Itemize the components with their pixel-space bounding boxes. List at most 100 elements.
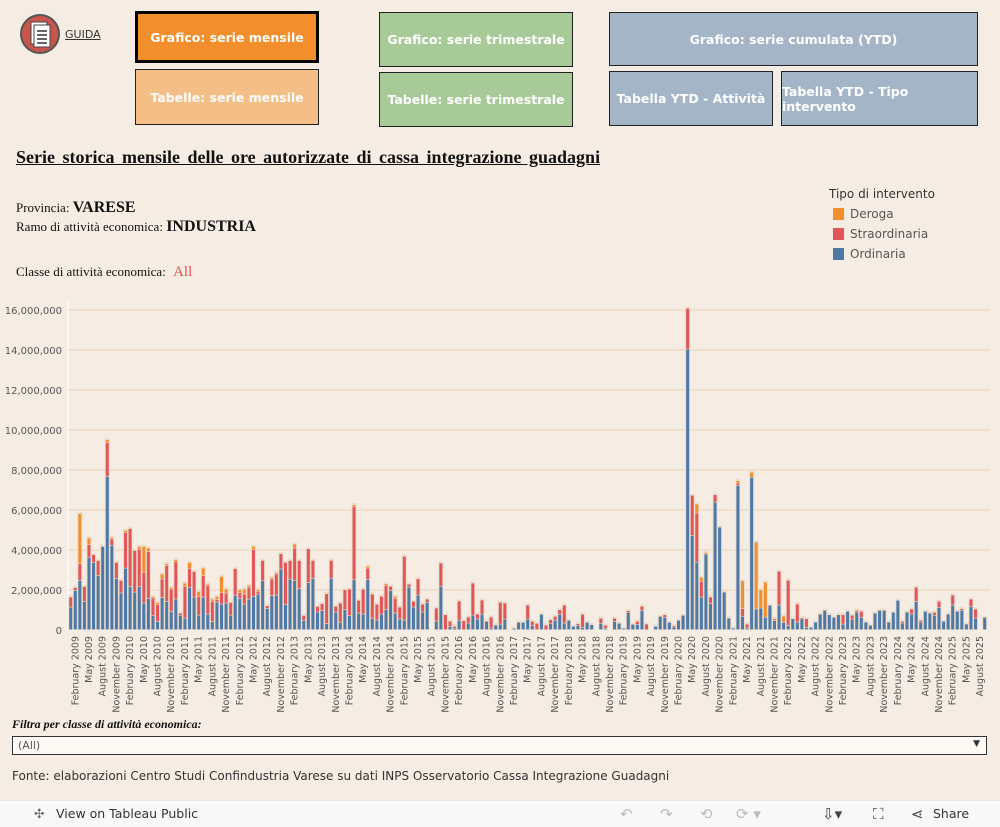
bar-segment-ordinaria xyxy=(626,612,630,630)
bar-segment-ordinaria xyxy=(252,596,255,630)
tabelle-serie-trimestrale-button[interactable]: Tabelle: serie trimestrale xyxy=(379,72,573,127)
bar-segment-ordinaria xyxy=(635,624,639,630)
x-tick-label: May 2011 xyxy=(194,636,205,683)
y-tick-label: 16,000,000 xyxy=(5,306,62,317)
x-tick-label: November 2021 xyxy=(769,636,780,713)
refresh-icon[interactable]: ⟳ ▾ xyxy=(736,805,761,823)
grafico-serie-mensile-button[interactable]: Grafico: serie mensile xyxy=(135,11,319,63)
bar-segment-ordinaria xyxy=(233,595,237,630)
bar-segment-ordinaria xyxy=(969,606,973,630)
bar-segment-ordinaria xyxy=(439,586,443,630)
undo-icon[interactable]: ↶ xyxy=(620,805,633,823)
bar-segment-deroga xyxy=(110,537,114,539)
bar-segment-straordinaria xyxy=(124,532,128,568)
bar-segment-straordinaria xyxy=(137,549,141,587)
bar-segment-straordinaria xyxy=(859,611,863,617)
bar-segment-ordinaria xyxy=(663,617,667,630)
legend-swatch xyxy=(833,248,844,260)
x-tick-label: November 2011 xyxy=(221,636,232,713)
grafico-serie-cumulata-button[interactable]: Grafico: serie cumulata (YTD) xyxy=(609,12,978,66)
bar-segment-straordinaria xyxy=(613,618,617,621)
bar-segment-ordinaria xyxy=(210,621,214,630)
bar-halo xyxy=(511,626,517,630)
guida-document-icon[interactable] xyxy=(20,14,60,54)
provincia-label: Provincia: xyxy=(16,200,70,215)
bar-segment-deroga xyxy=(736,481,740,483)
y-tick-label: 2,000,000 xyxy=(11,586,62,597)
bar-segment-ordinaria xyxy=(759,608,763,630)
ramo-line: Ramo di attività economica: INDUSTRIA xyxy=(16,218,256,236)
classe-value: All xyxy=(173,264,193,280)
bar-segment-ordinaria xyxy=(357,613,361,630)
bar-segment-ordinaria xyxy=(73,590,77,630)
bar-segment-straordinaria xyxy=(73,587,77,591)
bar-segment-straordinaria xyxy=(489,617,493,628)
bar-segment-ordinaria xyxy=(539,614,543,630)
bar-segment-deroga xyxy=(759,590,763,608)
redo-icon[interactable]: ↷ xyxy=(660,805,673,823)
bar-segment-deroga xyxy=(174,560,178,562)
bar-segment-straordinaria xyxy=(553,616,557,620)
bar-segment-ordinaria xyxy=(220,604,224,630)
bar-segment-ordinaria xyxy=(247,599,251,630)
bar-segment-straordinaria xyxy=(535,623,539,630)
x-tick-label: November 2016 xyxy=(495,636,506,713)
legend-item-deroga[interactable]: Deroga xyxy=(833,207,894,221)
bar-segment-deroga xyxy=(156,602,160,605)
bar-segment-ordinaria xyxy=(882,610,886,630)
bar-segment-ordinaria xyxy=(974,618,978,630)
revert-icon[interactable]: ⟲ xyxy=(700,805,713,823)
bar-segment-straordinaria xyxy=(343,590,347,610)
bar-segment-ordinaria xyxy=(293,580,297,630)
bar-segment-ordinaria xyxy=(562,623,566,630)
tabella-ytd-attivita-button[interactable]: Tabella YTD - Attività xyxy=(609,71,773,126)
fullscreen-icon[interactable]: ⛶ xyxy=(873,805,884,823)
x-tick-label: February 2013 xyxy=(290,636,301,705)
bar-segment-ordinaria xyxy=(864,622,868,630)
bar-segment-ordinaria xyxy=(471,615,475,630)
bar-segment-deroga xyxy=(242,589,246,594)
share-button[interactable]: Share xyxy=(933,806,970,821)
x-tick-label: February 2009 xyxy=(70,636,81,705)
bar-segment-deroga xyxy=(224,589,228,593)
guida-link[interactable]: GUIDA xyxy=(65,28,101,41)
bar-segment-deroga xyxy=(384,584,388,585)
bar-segment-straordinaria xyxy=(480,600,484,614)
download-icon[interactable]: ⇩▾ xyxy=(822,805,843,823)
bar-segment-straordinaria xyxy=(581,614,585,627)
bar-segment-ordinaria xyxy=(183,618,187,630)
x-tick-label: November 2022 xyxy=(824,636,835,713)
bar-segment-straordinaria xyxy=(503,603,507,619)
bar-segment-ordinaria xyxy=(434,621,438,630)
legend-item-ordinaria[interactable]: Ordinaria xyxy=(833,247,906,261)
bar-segment-deroga xyxy=(763,582,767,617)
bar-segment-ordinaria xyxy=(124,568,128,630)
bar-segment-straordinaria xyxy=(169,589,173,612)
provincia-value: VARESE xyxy=(72,199,136,216)
bar-segment-ordinaria xyxy=(960,610,964,630)
view-on-tableau-public-link[interactable]: View on Tableau Public xyxy=(56,806,199,821)
bar-segment-ordinaria xyxy=(727,618,731,630)
bar-segment-deroga xyxy=(87,538,91,545)
bar-halo xyxy=(781,614,787,630)
classe-filter-dropdown[interactable]: (All) ▼ xyxy=(12,736,987,755)
bar-segment-deroga xyxy=(393,596,397,599)
tabella-ytd-tipo-intervento-button[interactable]: Tabella YTD - Tipo intervento xyxy=(781,71,978,126)
x-tick-label: February 2014 xyxy=(344,636,355,705)
bar-segment-ordinaria xyxy=(174,599,178,630)
legend-item-straordinaria[interactable]: Straordinaria xyxy=(833,227,928,241)
bar-segment-deroga xyxy=(750,472,754,477)
bar-segment-ordinaria xyxy=(494,625,498,630)
x-tick-label: February 2021 xyxy=(728,636,739,705)
bar-segment-straordinaria xyxy=(242,594,246,604)
x-tick-label: August 2025 xyxy=(975,636,986,696)
x-tick-label: August 2021 xyxy=(756,636,767,696)
bar-segment-deroga xyxy=(270,577,274,579)
bar-segment-ordinaria xyxy=(763,617,767,630)
share-icon[interactable]: ⋖ xyxy=(911,805,924,823)
x-tick-label: November 2010 xyxy=(166,636,177,713)
tabelle-serie-mensile-button[interactable]: Tabelle: serie mensile xyxy=(135,69,319,125)
bar-segment-straordinaria xyxy=(475,614,479,619)
grafico-serie-trimestrale-button[interactable]: Grafico: serie trimestrale xyxy=(379,12,573,67)
bar-segment-straordinaria xyxy=(576,624,580,625)
